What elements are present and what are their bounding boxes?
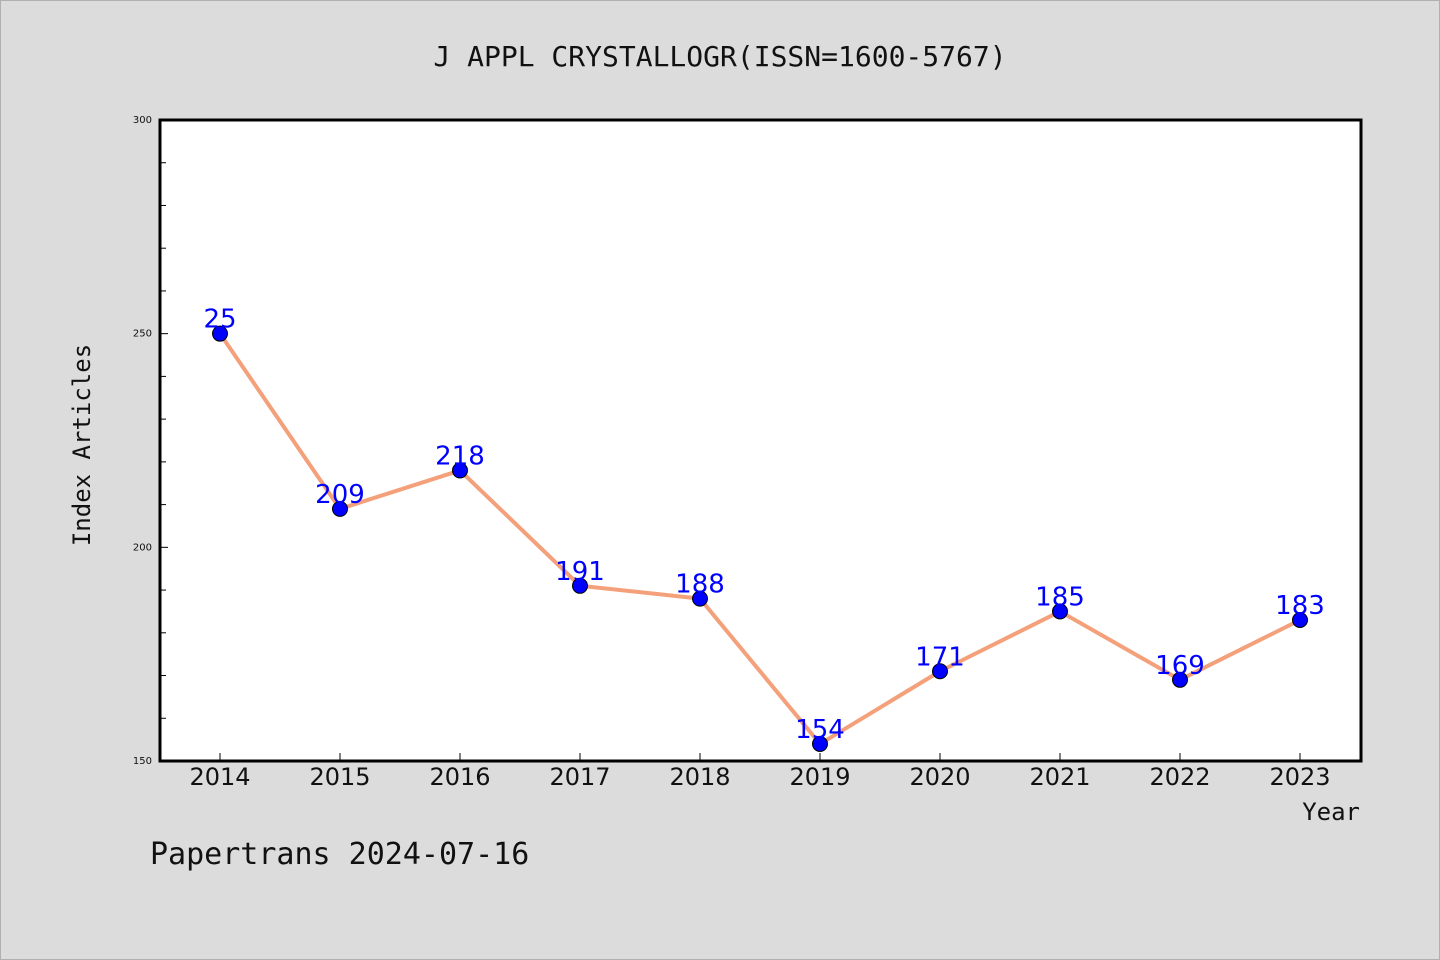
y-tick-label: 200: [133, 542, 152, 553]
data-point: [812, 735, 828, 752]
data-point: [1292, 611, 1308, 628]
series-line: [218, 332, 1301, 746]
data-point: [932, 663, 948, 680]
y-tick-label: 300: [133, 115, 152, 126]
data-label: 188: [675, 570, 725, 600]
chart-title: J APPL CRYSTALLOGR(ISSN=1600-5767): [433, 40, 1006, 73]
data-point: [212, 325, 228, 342]
x-tick-label: 2015: [309, 763, 370, 791]
x-tick-label: 2016: [429, 763, 490, 791]
y-axis-title: Index Articles: [68, 344, 96, 546]
data-label: 209: [315, 480, 365, 510]
data-label: 185: [1035, 582, 1085, 612]
x-tick-label: 2018: [669, 763, 730, 791]
y-tick-label: 250: [133, 329, 152, 340]
data-point: [1052, 603, 1068, 620]
data-labels-group: 25 209 218 191 188 154 171 185 169 183: [203, 305, 1324, 745]
data-point: [1172, 671, 1188, 688]
x-tick-label: 2023: [1269, 763, 1330, 791]
markers-group: [212, 325, 1308, 752]
footer-watermark: Papertrans 2024-07-16: [150, 837, 529, 872]
data-point: [572, 577, 588, 594]
data-label: 169: [1155, 651, 1205, 681]
x-tick-label: 2017: [549, 763, 610, 791]
data-label: 183: [1275, 591, 1325, 621]
data-label: 191: [555, 557, 605, 587]
plot-area: [158, 118, 1363, 763]
data-label: 218: [435, 441, 485, 471]
x-tick-label: 2019: [789, 763, 850, 791]
data-point: [692, 590, 708, 607]
data-point: [452, 462, 468, 479]
x-axis-title: Year: [1302, 798, 1360, 826]
x-tick-label: 2022: [1149, 763, 1210, 791]
x-tick-label: 2020: [909, 763, 970, 791]
y-tick-label: 150: [133, 756, 152, 767]
x-axis-ticks: 2014 2015 2016 2017 2018 2019 2020 2021 2022 2023: [189, 753, 1331, 791]
data-label: 25: [203, 305, 236, 335]
series-line-group: [218, 332, 1301, 746]
x-tick-label: 2021: [1029, 763, 1090, 791]
data-label: 154: [795, 715, 845, 745]
y-axis-ticks: 150 200 250 300: [133, 115, 168, 767]
data-point: [332, 500, 348, 517]
x-tick-label: 2014: [189, 763, 250, 791]
data-label: 171: [915, 642, 965, 672]
